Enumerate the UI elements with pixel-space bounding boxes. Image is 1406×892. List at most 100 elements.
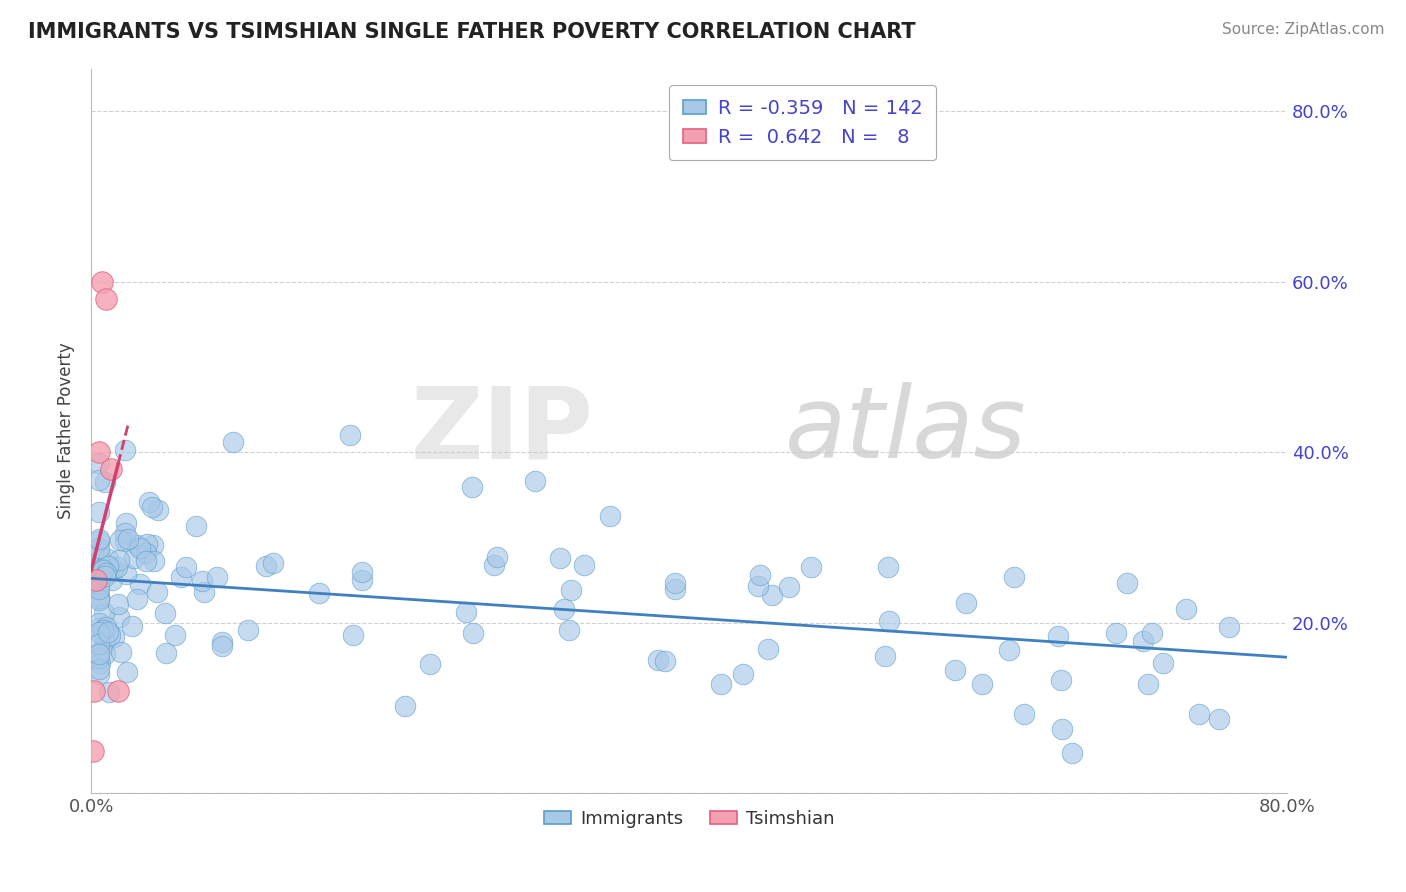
Point (105, 559, 128, 574)
Point (101, 562, 124, 576)
Point (731, 666, 754, 681)
Point (461, 480, 484, 494)
Point (972, 677, 994, 691)
Point (93, 637, 115, 651)
Text: IMMIGRANTS VS TSIMSHIAN SINGLE FATHER POVERTY CORRELATION CHART: IMMIGRANTS VS TSIMSHIAN SINGLE FATHER PO… (28, 22, 915, 42)
Point (89, 621, 111, 635)
Point (211, 639, 233, 653)
Point (101, 573, 124, 587)
Point (87, 646, 110, 660)
Point (1050, 673, 1073, 688)
Point (87, 591, 110, 606)
Point (155, 647, 177, 661)
Point (129, 541, 152, 555)
Point (97, 559, 120, 574)
Point (524, 475, 547, 489)
Point (558, 624, 581, 638)
Point (191, 574, 214, 588)
Point (456, 605, 478, 619)
Point (1188, 707, 1211, 722)
Point (778, 580, 800, 594)
Point (93, 647, 115, 661)
Point (87, 561, 110, 575)
Point (107, 552, 129, 566)
Point (599, 509, 621, 524)
Point (262, 556, 284, 570)
Point (1104, 625, 1126, 640)
Point (98, 628, 121, 642)
Point (87, 577, 110, 591)
Point (94, 620, 117, 634)
Point (342, 628, 364, 642)
Point (107, 684, 129, 698)
Point (87, 457, 110, 471)
Point (114, 534, 136, 549)
Point (87, 574, 110, 588)
Point (114, 516, 136, 530)
Point (87, 534, 110, 549)
Point (93, 606, 115, 620)
Point (87, 662, 110, 676)
Point (87, 615, 110, 630)
Point (170, 569, 193, 583)
Point (756, 642, 779, 657)
Point (114, 442, 136, 457)
Point (664, 582, 686, 597)
Point (115, 566, 138, 581)
Point (94, 475, 117, 489)
Point (176, 560, 198, 574)
Point (87, 580, 110, 594)
Point (83, 684, 105, 698)
Point (141, 500, 163, 515)
Point (800, 560, 823, 574)
Point (127, 538, 149, 552)
Point (352, 565, 374, 579)
Point (1208, 712, 1230, 726)
Point (1115, 576, 1137, 591)
Point (87, 505, 110, 519)
Point (747, 579, 769, 593)
Point (107, 597, 129, 611)
Point (572, 558, 595, 572)
Point (125, 592, 148, 607)
Point (146, 585, 169, 599)
Point (117, 532, 139, 546)
Point (143, 554, 166, 568)
Point (222, 434, 245, 449)
Point (1152, 656, 1174, 670)
Point (308, 586, 330, 600)
Point (664, 575, 686, 590)
Point (87, 667, 110, 681)
Point (943, 663, 966, 677)
Point (87, 592, 110, 607)
Point (94, 292, 117, 306)
Point (84, 573, 107, 587)
Point (87, 651, 110, 665)
Point (100, 462, 122, 476)
Point (82, 744, 104, 758)
Point (90, 275, 112, 289)
Point (560, 583, 582, 598)
Point (110, 533, 132, 548)
Point (236, 623, 259, 637)
Point (110, 645, 132, 659)
Point (485, 549, 508, 564)
Point (142, 538, 165, 552)
Text: atlas: atlas (785, 383, 1026, 479)
Point (548, 551, 571, 566)
Point (91, 562, 114, 576)
Y-axis label: Single Father Poverty: Single Father Poverty (58, 343, 75, 519)
Point (761, 588, 783, 602)
Point (108, 610, 131, 624)
Point (87, 564, 110, 578)
Point (146, 503, 169, 517)
Point (193, 585, 215, 599)
Point (1014, 706, 1036, 721)
Point (87, 545, 110, 559)
Point (87, 533, 110, 547)
Point (419, 657, 441, 671)
Point (138, 495, 160, 509)
Point (1002, 570, 1025, 584)
Point (1062, 746, 1084, 760)
Point (339, 428, 361, 442)
